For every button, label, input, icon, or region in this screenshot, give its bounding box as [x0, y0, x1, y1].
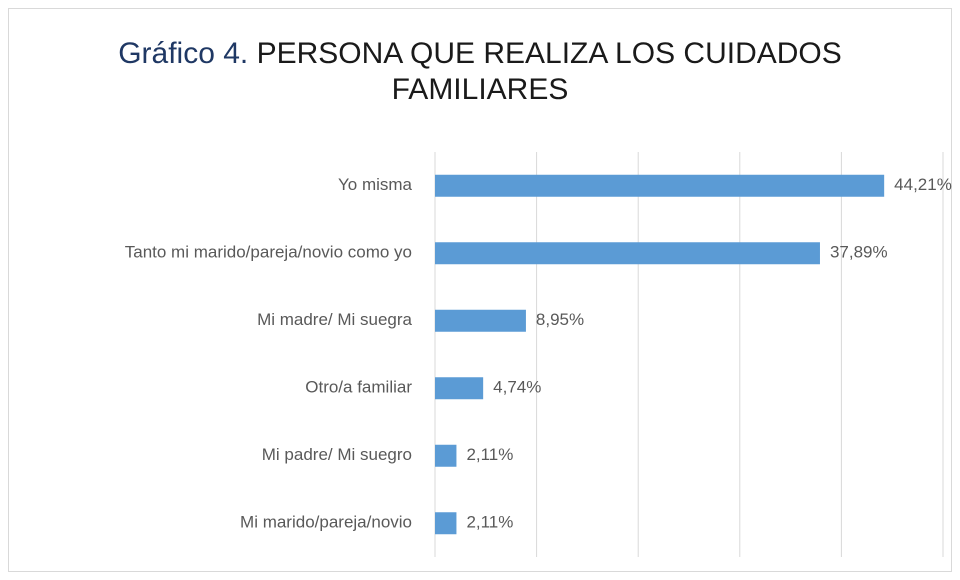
- title-number: Gráfico 4.: [118, 37, 249, 70]
- bar: [435, 377, 484, 400]
- y-tick-label: Mi padre/ Mi suegro: [262, 445, 412, 464]
- y-tick-label: Mi marido/pareja/novio: [240, 513, 412, 532]
- y-tick-label: Yo misma: [338, 175, 413, 194]
- chart-border: [8, 8, 952, 572]
- bar: [435, 512, 457, 535]
- bar: [435, 309, 526, 332]
- data-label: 2,11%: [466, 513, 513, 532]
- bar: [435, 174, 885, 197]
- title-text: PERSONA QUE REALIZA LOS CUIDADOS FAMILIA…: [256, 37, 842, 106]
- data-label: 8,95%: [536, 310, 584, 329]
- data-label: 2,11%: [466, 445, 513, 464]
- data-label: 37,89%: [830, 243, 888, 262]
- bar: [435, 242, 820, 265]
- y-tick-label: Mi madre/ Mi suegra: [257, 310, 412, 329]
- data-label: 4,74%: [493, 378, 541, 397]
- bar: [435, 444, 457, 467]
- chart-title: Gráfico 4. PERSONA QUE REALIZA LOS CUIDA…: [90, 36, 870, 108]
- data-label: 44,21%: [894, 175, 952, 194]
- y-tick-label: Tanto mi marido/pareja/novio como yo: [125, 243, 412, 262]
- y-tick-label: Otro/a familiar: [305, 378, 412, 397]
